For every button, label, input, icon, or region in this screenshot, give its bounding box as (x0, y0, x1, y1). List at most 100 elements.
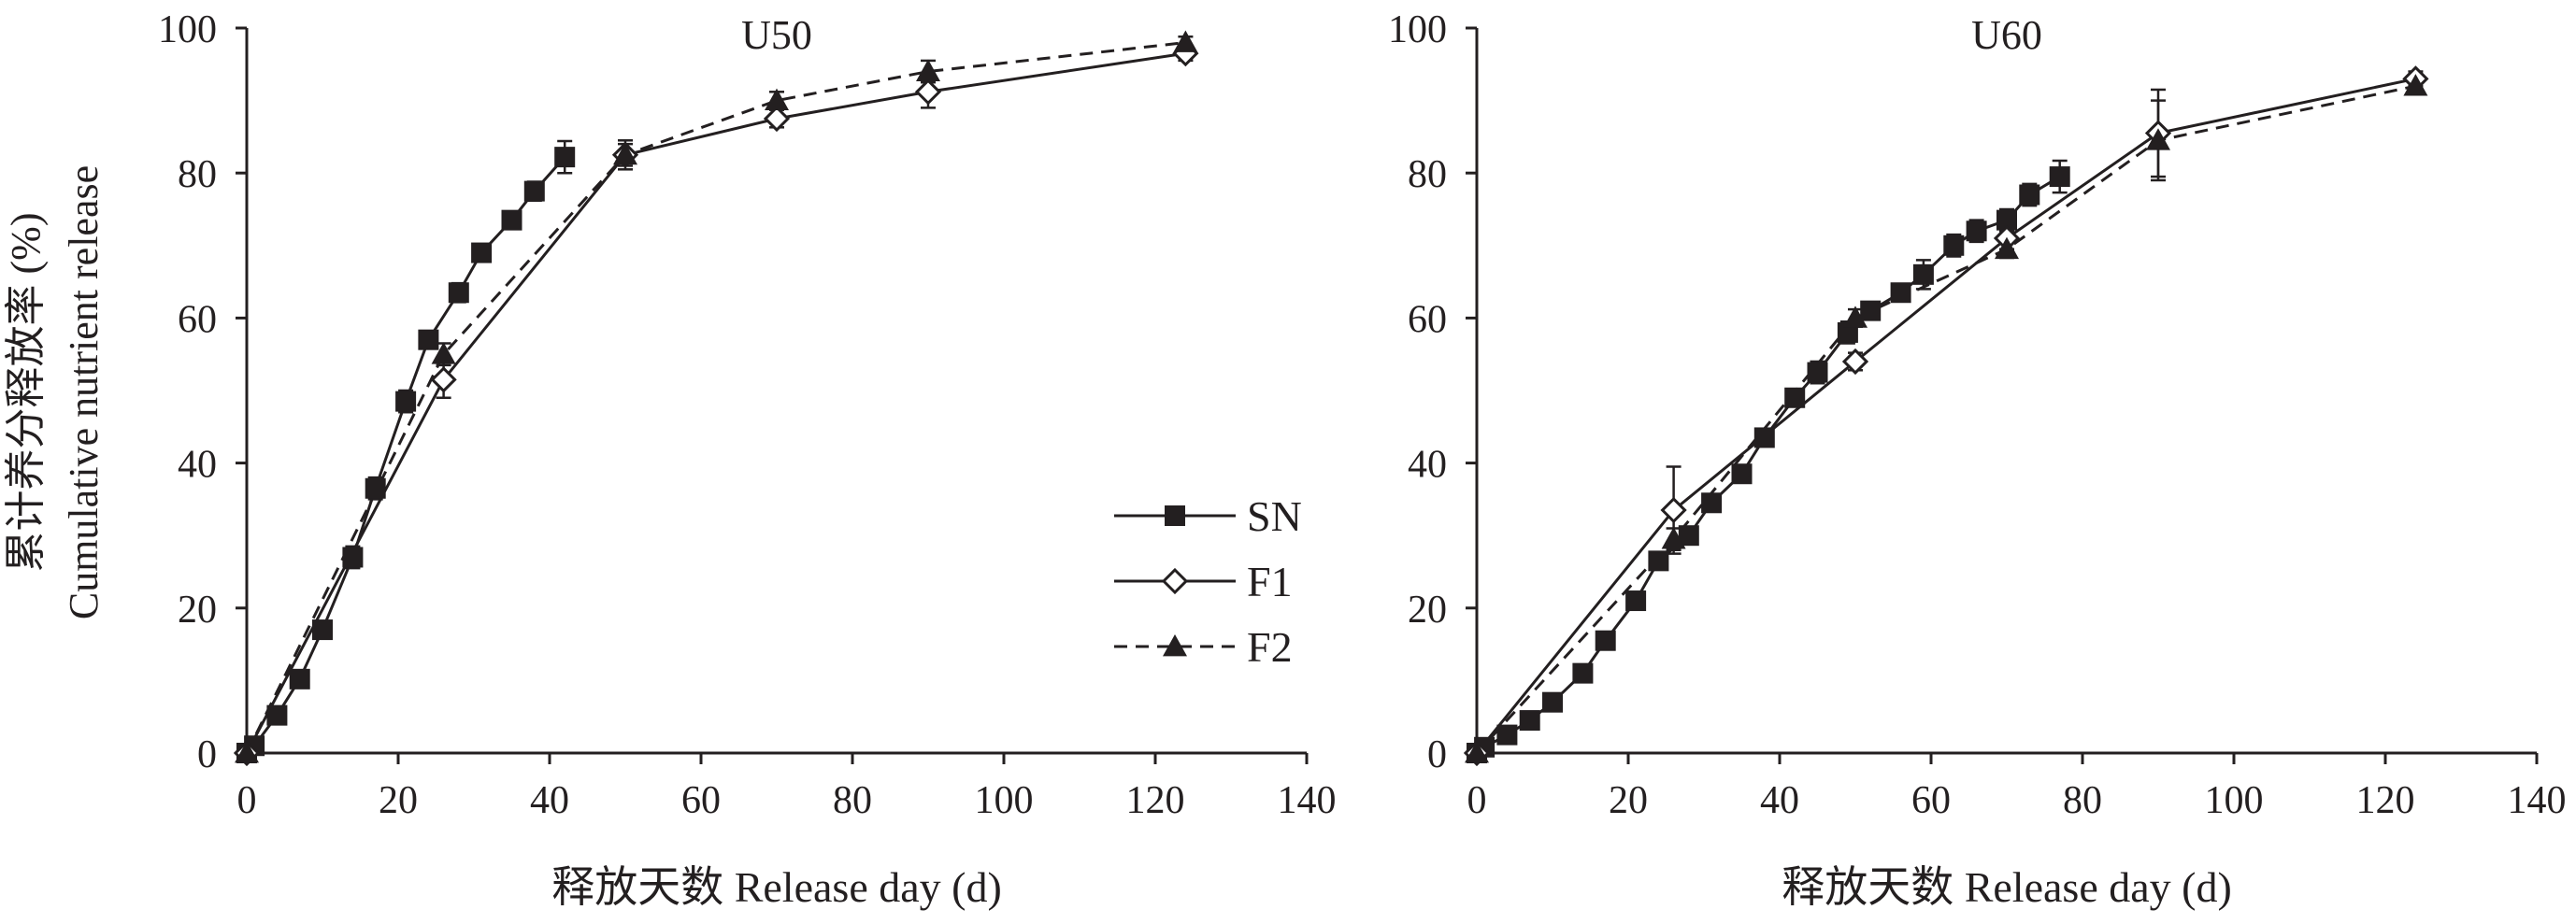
data-point-sn (1966, 220, 1987, 242)
data-point-f1 (1841, 348, 1869, 376)
data-point-sn (1753, 427, 1775, 448)
data-point-sn (2019, 184, 2040, 206)
data-point-sn (1542, 691, 1563, 713)
data-point-sn (418, 329, 439, 350)
legend-marker-sn (1165, 505, 1185, 526)
x-tick-label: 60 (681, 779, 721, 822)
data-point-f2 (1173, 30, 1198, 52)
data-point-sn (342, 547, 364, 568)
chart-title: U50 (741, 12, 812, 58)
y-tick-label: 60 (1408, 298, 1447, 341)
x-tick-label: 140 (2508, 779, 2567, 822)
data-point-sn (1519, 710, 1540, 732)
data-point-sn (1496, 724, 1518, 746)
data-point-sn (1678, 525, 1699, 547)
data-point-f2 (2403, 74, 2428, 96)
x-tick-label: 40 (530, 779, 569, 822)
data-point-sn (501, 209, 522, 231)
data-point-f2 (2146, 128, 2170, 150)
y-tick-label: 80 (178, 153, 217, 196)
x-tick-label: 20 (1609, 779, 1648, 822)
x-tick-label: 60 (1911, 779, 1951, 822)
data-point-f1 (763, 105, 791, 133)
data-point-f2 (1995, 236, 2019, 260)
chart-title: U60 (1971, 12, 2042, 58)
data-point-f1 (1660, 496, 1687, 524)
y-tick-label: 40 (1408, 444, 1447, 487)
data-point-sn (266, 704, 288, 726)
data-point-f1 (914, 78, 942, 106)
series-line-f1 (245, 51, 1186, 754)
data-point-sn (1595, 630, 1616, 651)
data-point-f2 (431, 342, 456, 364)
data-point-f2 (1843, 306, 1868, 328)
y-tick-label: 0 (1427, 733, 1447, 776)
data-point-f2 (235, 741, 259, 763)
y-tick-label: 100 (158, 8, 217, 51)
x-tick-label: 0 (237, 779, 257, 822)
data-point-f2 (1661, 527, 1686, 549)
y-axis-label-en: Cumulative nutrient release (61, 165, 107, 619)
data-point-sn (289, 668, 310, 689)
data-point-sn (1890, 282, 1911, 304)
x-tick-label: 80 (2063, 779, 2102, 822)
data-point-sn (312, 619, 333, 641)
y-tick-label: 40 (178, 444, 217, 487)
data-point-f2 (613, 142, 637, 165)
x-tick-label: 100 (975, 779, 1034, 822)
data-point-sn (1731, 463, 1753, 485)
data-point-sn (448, 282, 469, 304)
x-axis-label: 释放天数 Release day (d) (1782, 863, 2232, 911)
y-tick-label: 0 (197, 733, 217, 776)
legend-label-sn: SN (1247, 492, 1302, 540)
legend-marker-f2 (1163, 634, 1187, 657)
panel-u50: 0 20 40 60 80 100 120 140 0 20 40 60 80 100 U50 释放天数 Re… (158, 8, 1337, 911)
data-point-sn (365, 477, 386, 499)
x-tick-label: 0 (1467, 779, 1487, 822)
y-tick-label: 20 (1408, 589, 1447, 632)
y-axis-label-zh: 累计养分释放率 (%) (3, 213, 49, 573)
data-point-sn (1784, 387, 1806, 408)
series-line-f2 (245, 41, 1186, 754)
data-point-sn (1912, 263, 1934, 285)
data-point-f2 (1465, 741, 1489, 763)
data-point-sn (1572, 662, 1594, 684)
data-point-sn (395, 391, 417, 412)
data-point-sn (1648, 550, 1669, 572)
x-tick-label: 120 (2356, 779, 2415, 822)
x-tick-label: 40 (1760, 779, 1799, 822)
data-point-sn (2049, 166, 2070, 188)
data-point-sn (471, 242, 493, 263)
y-tick-label: 60 (178, 298, 217, 341)
series-line-sn (1476, 175, 2061, 755)
data-point-sn (1860, 300, 1882, 321)
x-tick-label: 140 (1278, 779, 1337, 822)
panel-u60: 0 20 40 60 80 100 120 140 0 20 40 60 80 100 U60 释放天数 Re… (1388, 8, 2567, 911)
y-tick-label: 100 (1388, 8, 1447, 51)
data-point-sn (554, 147, 576, 168)
legend-marker-f1 (1161, 567, 1189, 595)
data-point-sn (1807, 362, 1828, 383)
legend: SN F1 F2 (1114, 492, 1302, 671)
y-tick-label: 20 (178, 589, 217, 632)
y-tick-label: 80 (1408, 153, 1447, 196)
data-point-f2 (765, 88, 789, 110)
data-point-f1 (430, 366, 457, 393)
data-point-f2 (916, 59, 940, 81)
data-point-sn (1701, 492, 1723, 514)
legend-label-f1: F1 (1247, 558, 1293, 605)
data-point-sn (1943, 235, 1965, 256)
x-tick-label: 20 (379, 779, 418, 822)
data-point-sn (1625, 590, 1647, 612)
x-axis-label: 释放天数 Release day (d) (551, 863, 1002, 911)
x-tick-label: 80 (833, 779, 872, 822)
x-tick-label: 100 (2205, 779, 2264, 822)
series-line-f2 (1475, 84, 2416, 755)
data-point-sn (523, 180, 545, 202)
x-tick-label: 120 (1126, 779, 1185, 822)
legend-label-f2: F2 (1247, 623, 1293, 671)
series-line-f1 (1475, 77, 2416, 754)
data-point-sn (1996, 209, 2017, 231)
